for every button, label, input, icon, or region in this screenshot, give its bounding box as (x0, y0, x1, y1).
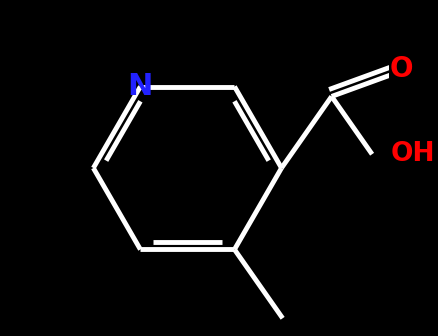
Text: O: O (389, 55, 412, 83)
Text: OH: OH (390, 141, 434, 167)
Text: N: N (127, 72, 153, 101)
